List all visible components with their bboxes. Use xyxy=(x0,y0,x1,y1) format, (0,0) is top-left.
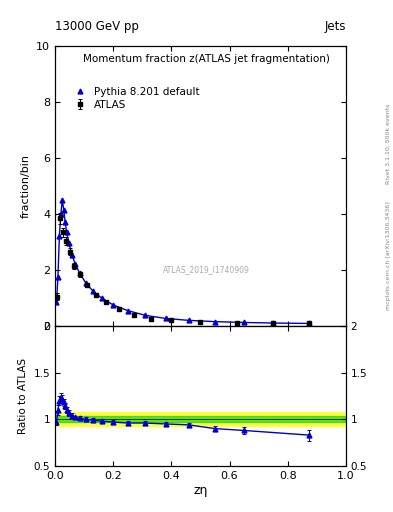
Pythia 8.201 default xyxy=(60,197,64,203)
Text: mcplots.cern.ch [arXiv:1306.3436]: mcplots.cern.ch [arXiv:1306.3436] xyxy=(386,202,391,310)
Bar xyxy=(55,412,346,426)
Pythia 8.201 default xyxy=(63,219,68,225)
Pythia 8.201 default xyxy=(55,274,60,280)
Pythia 8.201 default xyxy=(70,251,74,258)
Pythia 8.201 default xyxy=(83,280,88,286)
Pythia 8.201 default xyxy=(67,240,72,246)
Y-axis label: Ratio to ATLAS: Ratio to ATLAS xyxy=(18,358,28,434)
Legend: Pythia 8.201 default, ATLAS: Pythia 8.201 default, ATLAS xyxy=(69,85,202,112)
Pythia 8.201 default xyxy=(125,308,130,314)
Pythia 8.201 default xyxy=(242,319,246,326)
Pythia 8.201 default xyxy=(111,302,116,308)
Text: Jets: Jets xyxy=(324,20,346,33)
Pythia 8.201 default xyxy=(163,315,168,322)
Text: Momentum fraction z(ATLAS jet fragmentation): Momentum fraction z(ATLAS jet fragmentat… xyxy=(83,54,330,65)
Y-axis label: fraction/bin: fraction/bin xyxy=(20,154,31,218)
Line: Pythia 8.201 default: Pythia 8.201 default xyxy=(54,198,312,326)
Pythia 8.201 default xyxy=(54,299,59,305)
Pythia 8.201 default xyxy=(73,261,78,267)
Pythia 8.201 default xyxy=(77,270,82,276)
Text: Rivet 3.1.10, 500k events: Rivet 3.1.10, 500k events xyxy=(386,103,391,183)
Text: 13000 GeV pp: 13000 GeV pp xyxy=(55,20,139,33)
Pythia 8.201 default xyxy=(61,207,66,213)
Pythia 8.201 default xyxy=(99,295,104,301)
Pythia 8.201 default xyxy=(186,317,191,324)
Pythia 8.201 default xyxy=(271,320,275,326)
Pythia 8.201 default xyxy=(90,288,95,294)
Pythia 8.201 default xyxy=(143,312,147,318)
Pythia 8.201 default xyxy=(213,318,217,325)
Pythia 8.201 default xyxy=(57,233,62,240)
Pythia 8.201 default xyxy=(59,211,63,217)
Pythia 8.201 default xyxy=(307,321,312,327)
X-axis label: zη: zη xyxy=(193,483,208,497)
Bar xyxy=(55,416,346,422)
Text: ATLAS_2019_I1740909: ATLAS_2019_I1740909 xyxy=(163,266,250,274)
Pythia 8.201 default xyxy=(64,229,69,236)
